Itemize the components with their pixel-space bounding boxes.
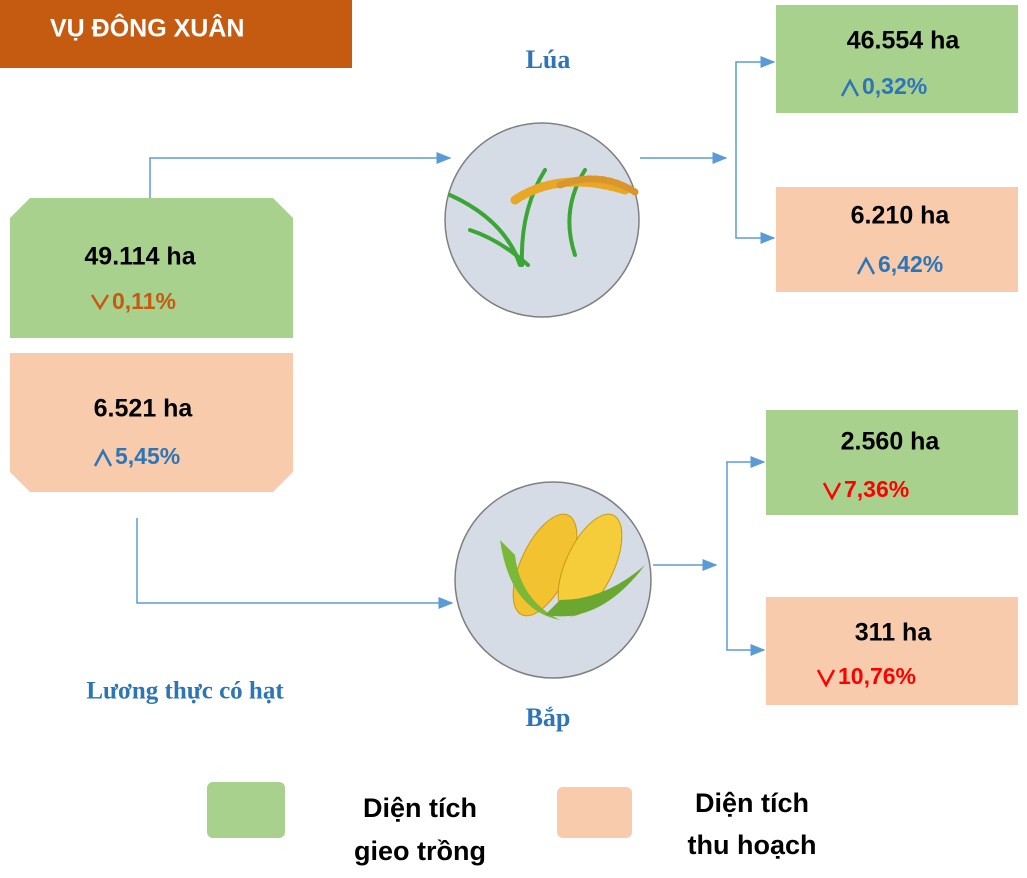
area: 6.210 ha xyxy=(851,202,951,230)
corn-icon xyxy=(500,513,645,620)
area: 6.521 ha xyxy=(94,395,194,423)
connectors xyxy=(136,56,776,656)
planted-box xyxy=(766,410,1018,515)
legend-swatch xyxy=(557,787,632,838)
change: 6,42% xyxy=(878,251,943,277)
total-planted-box xyxy=(10,198,293,338)
rice-circle xyxy=(444,122,640,318)
up-icon xyxy=(840,78,860,97)
legend-label: gieo trồng xyxy=(354,836,486,866)
rice-icon xyxy=(448,168,639,267)
legend-label: Diện tích xyxy=(363,793,477,823)
area: 311 ha xyxy=(855,619,933,647)
area: 2.560 ha xyxy=(841,428,941,456)
group-label: Lương thực có hạt xyxy=(86,678,284,705)
up-icon xyxy=(856,256,876,275)
legend-label: Diện tích xyxy=(695,788,809,818)
harvested-box xyxy=(776,187,1018,292)
change: 5,45% xyxy=(115,443,180,469)
crop-name: Lúa xyxy=(526,45,571,74)
crop-name: Bắp xyxy=(526,703,571,732)
change: 0,11% xyxy=(112,288,176,314)
title-banner xyxy=(0,0,352,68)
change: 7,36% xyxy=(844,476,909,502)
change: 10,76% xyxy=(838,663,916,689)
up-icon xyxy=(93,448,113,467)
harvested-box xyxy=(766,597,1018,705)
title: VỤ ĐÔNG XUÂN xyxy=(50,13,244,43)
planted-box xyxy=(776,5,1018,113)
area: 46.554 ha xyxy=(847,27,961,55)
legend-swatch xyxy=(207,782,285,838)
legend-label: thu hoạch xyxy=(688,830,817,860)
down-icon xyxy=(816,669,836,688)
down-icon xyxy=(90,294,110,311)
area: 49.114 ha xyxy=(84,243,196,271)
down-icon xyxy=(822,482,842,501)
change: 0,32% xyxy=(862,73,927,99)
total-harvested-box xyxy=(10,353,293,492)
